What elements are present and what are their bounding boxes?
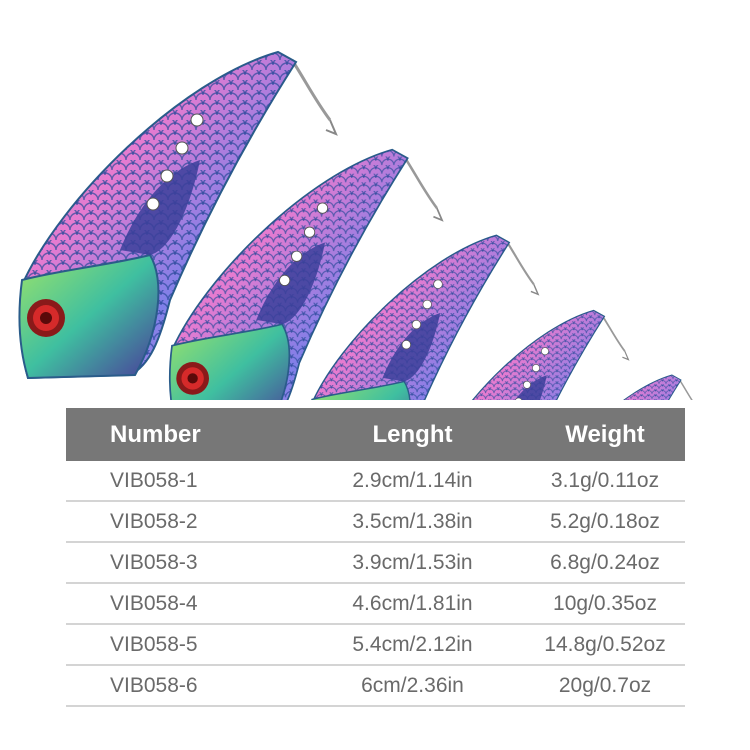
cell-length: 2.9cm/1.14in	[300, 461, 525, 502]
cell-length: 4.6cm/1.81in	[300, 583, 525, 625]
table-row: VIB058-2 3.5cm/1.38in 5.2g/0.18oz	[66, 501, 685, 543]
table-row: VIB058-1 2.9cm/1.14in 3.1g/0.11oz	[66, 461, 685, 502]
cell-length: 6cm/2.36in	[300, 665, 525, 707]
cell-number: VIB058-6	[66, 665, 300, 707]
cell-number: VIB058-2	[66, 501, 300, 543]
cell-number: VIB058-3	[66, 542, 300, 584]
table-row: VIB058-4 4.6cm/1.81in 10g/0.35oz	[66, 583, 685, 625]
header-length: Lenght	[300, 408, 525, 461]
cell-number: VIB058-4	[66, 583, 300, 625]
cell-length: 5.4cm/2.12in	[300, 624, 525, 666]
cell-length: 3.5cm/1.38in	[300, 501, 525, 543]
cell-weight: 10g/0.35oz	[525, 583, 685, 625]
table-row: VIB058-6 6cm/2.36in 20g/0.7oz	[66, 665, 685, 707]
cell-weight: 6.8g/0.24oz	[525, 542, 685, 584]
cell-number: VIB058-1	[66, 461, 300, 502]
header-weight: Weight	[525, 408, 685, 461]
cell-weight: 5.2g/0.18oz	[525, 501, 685, 543]
lure-product-image	[17, 50, 702, 400]
cell-number: VIB058-5	[66, 624, 300, 666]
cell-length: 3.9cm/1.53in	[300, 542, 525, 584]
table-row: VIB058-5 5.4cm/2.12in 14.8g/0.52oz	[66, 624, 685, 666]
header-number: Number	[66, 408, 300, 461]
cell-weight: 3.1g/0.11oz	[525, 461, 685, 502]
cell-weight: 20g/0.7oz	[525, 665, 685, 707]
table-row: VIB058-3 3.9cm/1.53in 6.8g/0.24oz	[66, 542, 685, 584]
spec-table: Number Lenght Weight VIB058-1 2.9cm/1.14i…	[66, 408, 685, 707]
cell-weight: 14.8g/0.52oz	[525, 624, 685, 666]
table-header-row: Number Lenght Weight	[66, 408, 685, 461]
lure-4	[437, 309, 630, 400]
